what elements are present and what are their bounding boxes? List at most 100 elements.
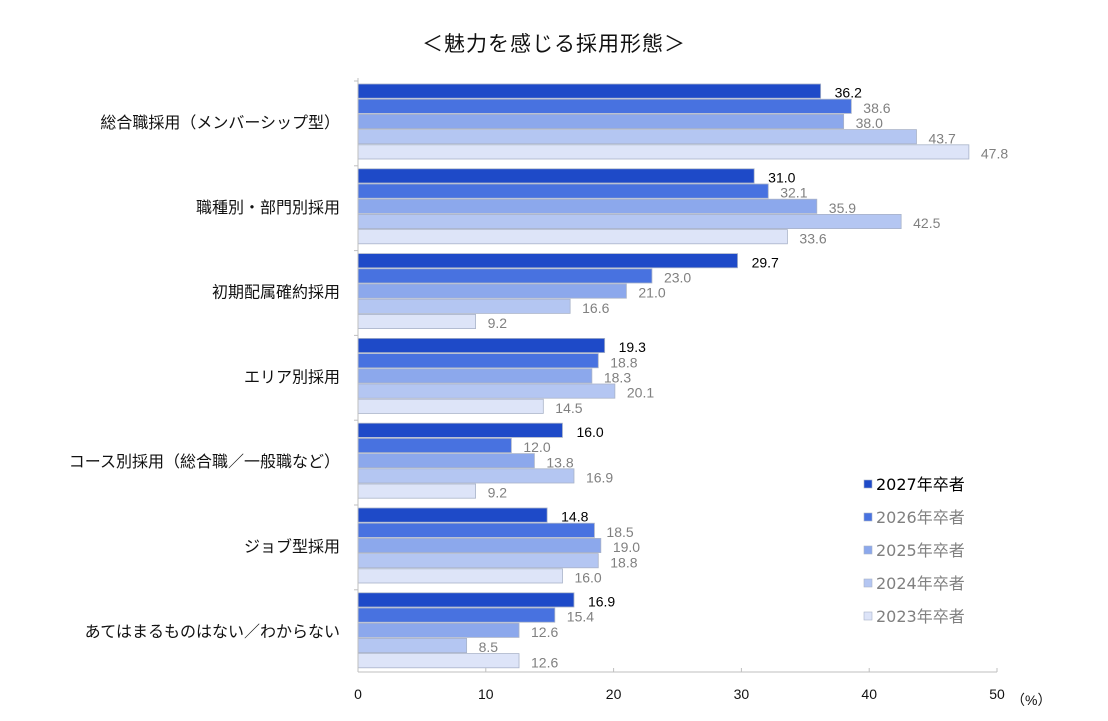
data-label: 42.5 bbox=[913, 215, 940, 231]
data-label: 8.5 bbox=[479, 639, 499, 655]
data-label: 21.0 bbox=[638, 285, 665, 301]
category-labels: 総合職採用（メンバーシップ型） 職種別・部門別採用初期配属確約採用エリア別採用コー… bbox=[69, 113, 340, 641]
bar bbox=[357, 422, 563, 438]
data-label: 43.7 bbox=[928, 130, 955, 146]
data-label: 18.3 bbox=[604, 370, 631, 386]
bar bbox=[357, 522, 595, 538]
bar bbox=[357, 198, 818, 214]
data-label: 18.5 bbox=[606, 524, 633, 540]
bar bbox=[357, 298, 571, 314]
data-label: 35.9 bbox=[829, 200, 856, 216]
category-label: ジョブ型採用 bbox=[244, 537, 340, 556]
data-label: 31.0 bbox=[768, 170, 795, 186]
bar bbox=[357, 368, 593, 384]
data-label: 38.6 bbox=[863, 100, 890, 116]
legend-swatch bbox=[863, 611, 873, 621]
bar bbox=[357, 507, 548, 523]
bar bbox=[357, 653, 520, 669]
legend-swatch bbox=[863, 479, 873, 489]
bar bbox=[357, 638, 468, 654]
data-label: 13.8 bbox=[546, 454, 573, 470]
data-label: 18.8 bbox=[610, 554, 637, 570]
legend-label: 2024年卒者 bbox=[876, 574, 965, 593]
legend: 2027年卒者 2026年卒者 2025年卒者 2024年卒者 2023年卒者 bbox=[863, 475, 965, 626]
data-label: 16.9 bbox=[586, 470, 613, 486]
category-label: 総合職採用（メンバーシップ型） bbox=[100, 113, 340, 132]
legend-swatch bbox=[863, 578, 873, 588]
bar bbox=[357, 538, 602, 554]
bar bbox=[357, 268, 653, 284]
bar bbox=[357, 483, 476, 499]
bar bbox=[357, 283, 627, 299]
data-label: 32.1 bbox=[780, 185, 807, 201]
data-label: 18.8 bbox=[610, 354, 637, 370]
data-label: 15.4 bbox=[567, 609, 594, 625]
bar bbox=[357, 353, 599, 369]
bar bbox=[357, 453, 535, 469]
data-label: 12.6 bbox=[531, 654, 558, 670]
data-label: 29.7 bbox=[752, 254, 779, 270]
chart-title: ＜魅力を感じる採用形態＞ bbox=[422, 32, 686, 56]
bar bbox=[357, 313, 476, 329]
category-label: コース別採用（総合職／一般職など） bbox=[69, 452, 340, 471]
x-tick-label: 30 bbox=[734, 686, 750, 702]
bar bbox=[357, 229, 788, 245]
legend-label: 2025年卒者 bbox=[876, 541, 965, 560]
legend-swatch bbox=[863, 512, 873, 522]
data-label: 38.0 bbox=[856, 115, 883, 131]
unit-label: （%） bbox=[1011, 692, 1051, 708]
x-tick-label: 10 bbox=[478, 686, 494, 702]
bar bbox=[357, 168, 755, 184]
data-label: 14.5 bbox=[555, 400, 582, 416]
bar bbox=[357, 383, 616, 399]
bar bbox=[357, 253, 738, 269]
x-tick-label: 50 bbox=[989, 686, 1005, 702]
data-label: 33.6 bbox=[799, 230, 826, 246]
legend-label: 2023年卒者 bbox=[876, 607, 965, 626]
bar bbox=[357, 98, 852, 114]
bar bbox=[357, 437, 512, 453]
data-label: 16.0 bbox=[574, 570, 601, 586]
data-label: 9.2 bbox=[488, 485, 508, 501]
data-label: 16.9 bbox=[588, 594, 615, 610]
bar bbox=[357, 622, 520, 638]
bar bbox=[357, 398, 544, 414]
data-label: 19.0 bbox=[613, 539, 640, 555]
data-label: 36.2 bbox=[835, 85, 862, 101]
data-label: 20.1 bbox=[627, 385, 654, 401]
bar bbox=[357, 568, 563, 584]
bar bbox=[357, 468, 575, 484]
bar bbox=[357, 114, 845, 130]
data-label: 12.6 bbox=[531, 624, 558, 640]
bar bbox=[357, 213, 902, 229]
data-label: 19.3 bbox=[619, 339, 646, 355]
data-label: 12.0 bbox=[523, 439, 550, 455]
bar bbox=[357, 144, 970, 160]
data-label: 16.0 bbox=[576, 424, 603, 440]
category-label: あてはまるものはない／わからない bbox=[85, 622, 340, 641]
data-label: 9.2 bbox=[488, 315, 508, 331]
bar bbox=[357, 553, 599, 569]
data-label: 14.8 bbox=[561, 509, 588, 525]
bar bbox=[357, 592, 575, 608]
x-axis: 0 10 20 30 40 50 （%） bbox=[354, 78, 1051, 708]
bar bbox=[357, 183, 769, 199]
category-label: 初期配属確約採用 bbox=[212, 283, 340, 302]
bar bbox=[357, 83, 822, 99]
legend-label: 2026年卒者 bbox=[876, 508, 965, 527]
x-tick-label: 40 bbox=[861, 686, 877, 702]
bar bbox=[357, 607, 556, 623]
bar bbox=[357, 129, 917, 145]
bars-group: 36.238.638.0 43.7 47.8 31.032.1 35.9 42.5 33.6… bbox=[357, 83, 1008, 670]
data-label: 16.6 bbox=[582, 300, 609, 316]
x-tick-label: 0 bbox=[354, 686, 362, 702]
category-label: 職種別・部門別採用 bbox=[196, 198, 340, 217]
data-label: 23.0 bbox=[664, 270, 691, 286]
data-label: 47.8 bbox=[981, 146, 1008, 162]
legend-label: 2027年卒者 bbox=[876, 475, 965, 494]
x-tick-label: 20 bbox=[606, 686, 622, 702]
bar bbox=[357, 337, 606, 353]
legend-swatch bbox=[863, 545, 873, 555]
category-label: エリア別採用 bbox=[244, 367, 340, 386]
